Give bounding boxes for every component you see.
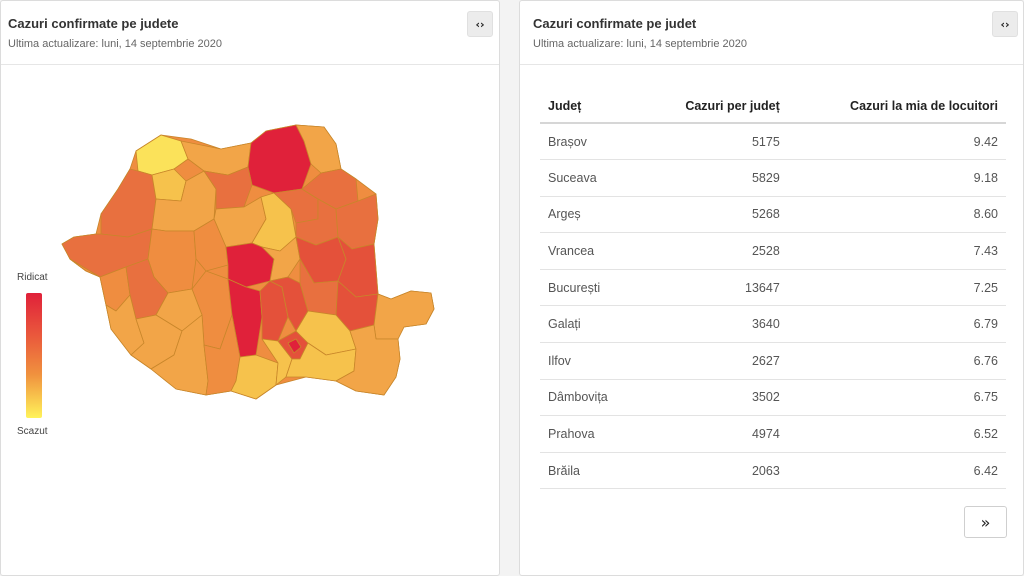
cases-table: Județ Cazuri per județ Cazuri la mia de … bbox=[540, 89, 1006, 490]
cell-county: Brașov bbox=[540, 123, 641, 161]
county-teleorman bbox=[230, 354, 279, 400]
table-card-title: Cazuri confirmate pe judet bbox=[533, 16, 697, 31]
cell-cases: 3502 bbox=[640, 379, 788, 417]
cell-cases: 2063 bbox=[640, 452, 788, 490]
cell-per-thousand: 8.60 bbox=[787, 196, 1006, 234]
romania-county-map bbox=[61, 124, 435, 400]
cell-cases: 3640 bbox=[640, 305, 788, 344]
table-row: Vrancea 2528 7.43 bbox=[540, 232, 1006, 270]
cell-per-thousand: 6.42 bbox=[787, 452, 1006, 490]
cell-county: Prahova bbox=[540, 415, 641, 453]
cell-county: Brăila bbox=[540, 452, 641, 490]
cell-cases: 2627 bbox=[640, 342, 788, 380]
cell-county: Vrancea bbox=[540, 232, 641, 270]
county-bihor bbox=[100, 168, 157, 238]
cell-per-thousand: 9.42 bbox=[787, 123, 1006, 161]
code-brackets-icon: ‹› bbox=[475, 17, 485, 31]
cell-per-thousand: 9.18 bbox=[787, 159, 1006, 197]
cell-county: București bbox=[540, 269, 641, 307]
map-card-subtitle: Ultima actualizare: luni, 14 septembrie … bbox=[8, 38, 223, 50]
code-brackets-icon: ‹› bbox=[1000, 17, 1010, 31]
county-constanta bbox=[335, 324, 401, 396]
cell-cases: 4974 bbox=[640, 415, 788, 453]
table-row: Galați 3640 6.79 bbox=[540, 305, 1006, 344]
table-header-row: Județ Cazuri per județ Cazuri la mia de … bbox=[540, 89, 1006, 124]
cell-per-thousand: 6.75 bbox=[787, 379, 1006, 417]
legend-low-label: Scazut bbox=[17, 426, 48, 437]
cell-cases: 2528 bbox=[640, 232, 788, 270]
cell-per-thousand: 6.76 bbox=[787, 342, 1006, 380]
map-card: Cazuri confirmate pe judete Ultima actua… bbox=[0, 0, 500, 576]
map-card-header: Cazuri confirmate pe judete Ultima actua… bbox=[1, 1, 499, 65]
column-header-cases[interactable]: Cazuri per județ bbox=[640, 89, 788, 124]
county-bistrita bbox=[203, 166, 253, 210]
table-row: Brașov 5175 9.42 bbox=[540, 123, 1006, 161]
cell-county: Galați bbox=[540, 305, 641, 344]
column-header-county[interactable]: Județ bbox=[540, 89, 641, 124]
cell-per-thousand: 6.79 bbox=[787, 305, 1006, 344]
map-embed-button[interactable]: ‹› bbox=[467, 11, 493, 37]
cell-per-thousand: 6.52 bbox=[787, 415, 1006, 453]
double-chevron-right-icon: » bbox=[980, 512, 991, 532]
county-bucuresti bbox=[287, 338, 302, 354]
cell-per-thousand: 7.25 bbox=[787, 269, 1006, 307]
table-row: Ilfov 2627 6.76 bbox=[540, 342, 1006, 380]
cell-cases: 5268 bbox=[640, 196, 788, 234]
table-embed-button[interactable]: ‹› bbox=[992, 11, 1018, 37]
cell-county: Dâmbovița bbox=[540, 379, 641, 417]
table-row: București 13647 7.25 bbox=[540, 269, 1006, 307]
cell-county: Suceava bbox=[540, 159, 641, 197]
county-tulcea bbox=[373, 290, 435, 340]
table-row: Brăila 2063 6.42 bbox=[540, 452, 1006, 490]
cell-per-thousand: 7.43 bbox=[787, 232, 1006, 270]
map-card-title: Cazuri confirmate pe judete bbox=[8, 16, 179, 31]
cell-county: Ilfov bbox=[540, 342, 641, 380]
next-page-button[interactable]: » bbox=[964, 506, 1007, 538]
table-card-header: Cazuri confirmate pe judet Ultima actual… bbox=[520, 1, 1023, 65]
legend-color-scale bbox=[26, 293, 42, 418]
table-row: Dâmbovița 3502 6.75 bbox=[540, 379, 1006, 417]
cell-cases: 13647 bbox=[640, 269, 788, 307]
table-card-subtitle: Ultima actualizare: luni, 14 septembrie … bbox=[533, 38, 748, 50]
table-row: Prahova 4974 6.52 bbox=[540, 415, 1006, 453]
table-row: Argeș 5268 8.60 bbox=[540, 196, 1006, 234]
table-row: Suceava 5829 9.18 bbox=[540, 159, 1006, 197]
cell-county: Argeș bbox=[540, 196, 641, 234]
table-card: Cazuri confirmate pe judet Ultima actual… bbox=[519, 0, 1024, 576]
cell-cases: 5829 bbox=[640, 159, 788, 197]
cell-cases: 5175 bbox=[640, 123, 788, 161]
legend-high-label: Ridicat bbox=[17, 272, 48, 283]
county-covasna bbox=[261, 236, 301, 282]
column-header-per-thousand[interactable]: Cazuri la mia de locuitori bbox=[787, 89, 1006, 124]
